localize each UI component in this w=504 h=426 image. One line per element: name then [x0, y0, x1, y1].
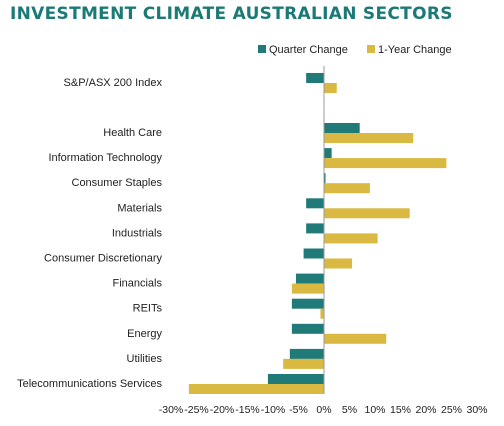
bar-year-6: [324, 258, 353, 269]
category-label: Consumer Staples: [72, 177, 163, 189]
category-label: REITs: [133, 303, 163, 315]
x-tick-label: 25%: [441, 404, 462, 416]
bar-quarter-0: [306, 73, 324, 83]
x-tick-label: 15%: [390, 404, 411, 416]
bar-year-3: [324, 183, 370, 194]
category-label: S&P/ASX 200 Index: [64, 77, 163, 89]
category-label: Health Care: [103, 127, 162, 139]
x-tick-label: -15%: [235, 404, 260, 416]
category-label: Energy: [127, 328, 162, 340]
category-label: Telecommunications Services: [17, 378, 162, 390]
x-tick-label: -10%: [261, 404, 286, 416]
x-tick-label: 5%: [342, 404, 357, 416]
bar-quarter-8: [291, 298, 324, 309]
bar-quarter-11: [267, 374, 324, 384]
bar-year-2: [324, 158, 447, 169]
bar-year-5: [324, 233, 378, 244]
x-tick-label: -20%: [210, 404, 235, 416]
bar-year-7: [291, 283, 324, 294]
bar-quarter-4: [306, 198, 324, 209]
bar-quarter-3: [324, 173, 326, 184]
bar-quarter-9: [291, 323, 324, 334]
bar-quarter-5: [306, 223, 324, 234]
bar-year-9: [324, 333, 387, 344]
x-tick-label: -30%: [159, 404, 184, 416]
bar-quarter-7: [295, 273, 324, 284]
x-tick-label: 10%: [364, 404, 385, 416]
bar-year-8: [320, 308, 324, 319]
legend-label-0: Quarter Change: [269, 44, 348, 56]
x-tick-label: 30%: [466, 404, 487, 416]
category-label: Financials: [112, 278, 162, 290]
x-tick-label: 20%: [415, 404, 436, 416]
bar-quarter-1: [324, 123, 360, 133]
bar-year-0: [324, 83, 337, 93]
category-label: Utilities: [127, 353, 163, 365]
legend-swatch-1: [367, 45, 375, 53]
x-tick-label: -5%: [289, 404, 308, 416]
bar-year-11: [188, 384, 324, 394]
bar-year-4: [324, 208, 410, 219]
category-label: Information Technology: [48, 152, 162, 164]
bar-quarter-10: [289, 348, 324, 359]
x-tick-label: -25%: [184, 404, 209, 416]
category-label: Consumer Discretionary: [44, 253, 162, 265]
bar-quarter-6: [303, 248, 324, 259]
category-label: Materials: [117, 202, 162, 214]
x-tick-label: 0%: [316, 404, 331, 416]
bar-quarter-2: [324, 148, 332, 159]
legend-swatch-0: [258, 45, 266, 53]
legend-label-1: 1-Year Change: [378, 44, 452, 56]
bar-year-10: [283, 358, 324, 369]
chart-title: INVESTMENT CLIMATE AUSTRALIAN SECTORS: [10, 4, 453, 24]
category-label: Industrials: [112, 227, 163, 239]
bar-year-1: [324, 133, 414, 143]
